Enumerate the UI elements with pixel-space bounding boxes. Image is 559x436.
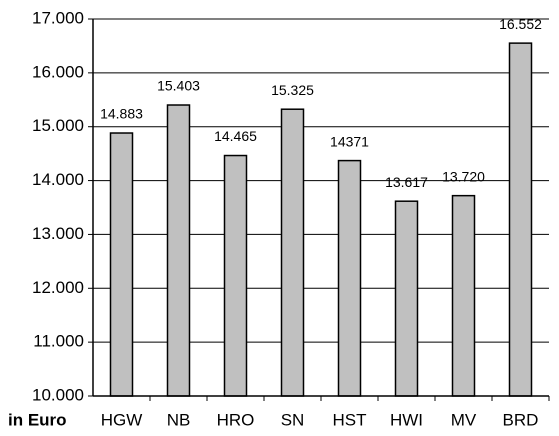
x-tick-label: HST [333, 410, 367, 429]
x-tick-label: HWI [390, 410, 423, 429]
y-tick-label: 12.000 [32, 278, 84, 297]
value-label: 16.552 [499, 16, 542, 32]
x-tick-label: HRO [217, 410, 255, 429]
bar [508, 42, 533, 397]
value-label: 15.403 [157, 78, 200, 94]
value-label: 13.720 [442, 168, 485, 184]
bar [451, 194, 476, 397]
x-tick-label: NB [167, 410, 191, 429]
value-label: 14.883 [100, 106, 143, 122]
bar [280, 108, 305, 397]
y-tick-label: 14.000 [32, 170, 84, 189]
value-label: 14.465 [214, 128, 257, 144]
y-tick-label: 10.000 [32, 385, 84, 404]
y-tick-label: 11.000 [33, 332, 84, 351]
x-axis-label: in Euro [8, 410, 67, 429]
value-label: 14371 [330, 133, 369, 149]
x-tick-label: MV [451, 410, 477, 429]
bar [394, 200, 419, 397]
value-label: 15.325 [271, 82, 314, 98]
x-tick-label: SN [281, 410, 305, 429]
y-tick-label: 17.000 [32, 8, 84, 27]
bar [109, 132, 134, 397]
x-tick-label: BRD [503, 410, 539, 429]
value-label: 13.617 [385, 174, 428, 190]
x-tick-label: HGW [101, 410, 143, 429]
y-tick-label: 15.000 [32, 116, 84, 135]
y-tick-label: 16.000 [32, 62, 84, 81]
bar [166, 104, 191, 397]
y-tick-label: 13.000 [32, 224, 84, 243]
bar [337, 159, 362, 397]
bar [223, 154, 248, 397]
